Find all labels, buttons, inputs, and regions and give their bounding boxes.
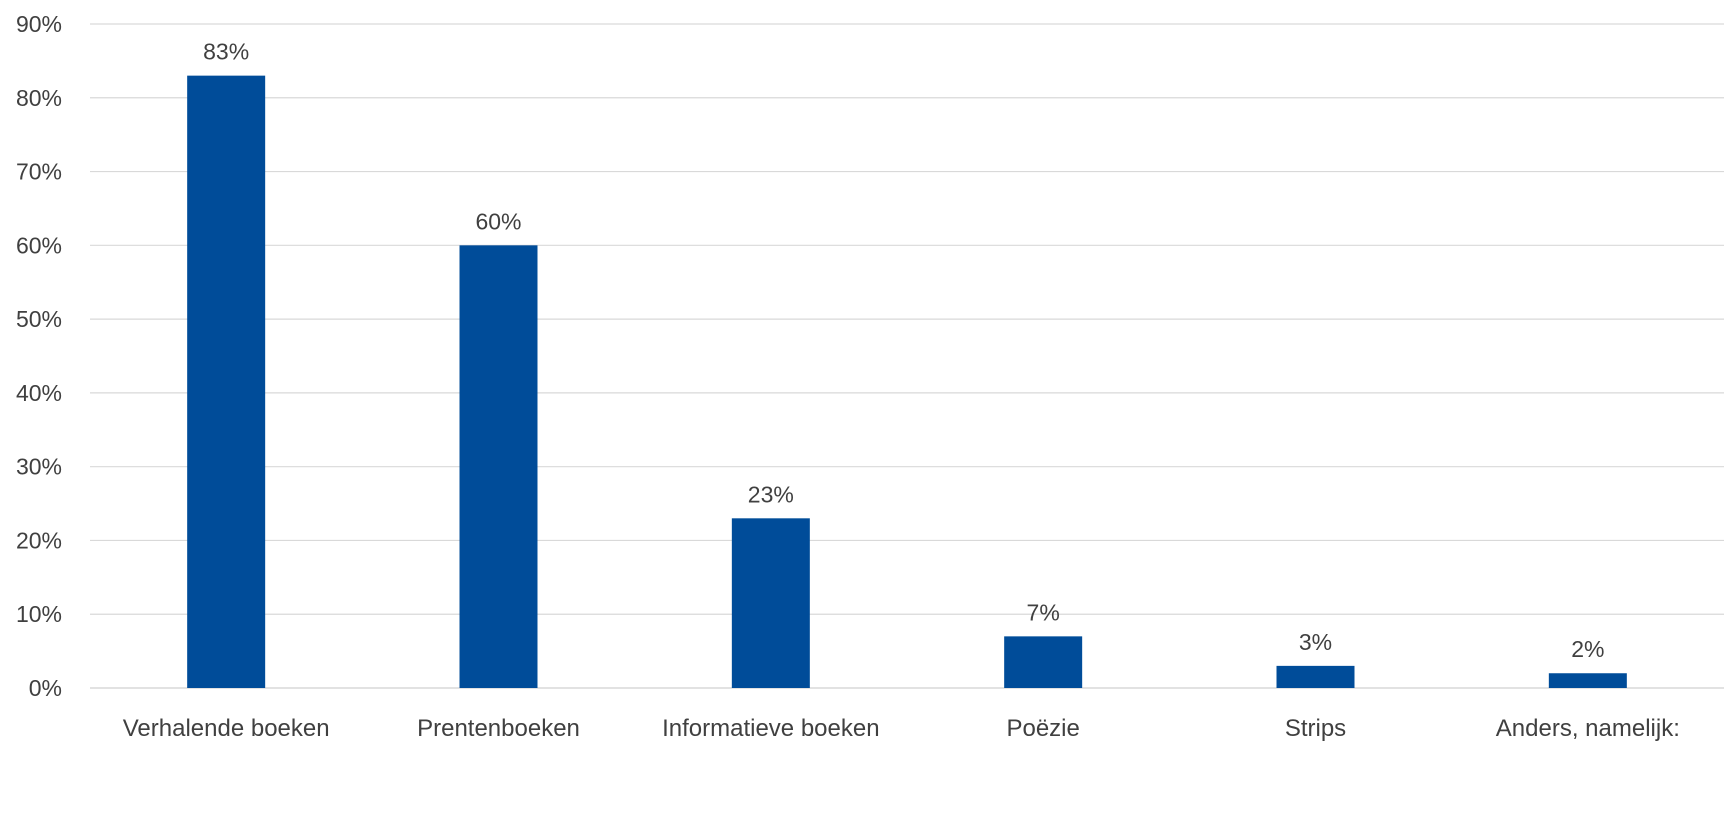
x-category-label: Prentenboeken — [417, 715, 580, 742]
y-tick-label: 10% — [16, 601, 62, 627]
x-axis-category-labels: Verhalende boeken Prentenboeken Informatie… — [123, 715, 1680, 742]
bar — [187, 75, 266, 688]
x-category-label: Anders, namelijk: — [1496, 715, 1680, 742]
bar — [731, 518, 810, 688]
bar — [1276, 665, 1355, 688]
bar — [1004, 636, 1083, 688]
y-tick-label: 30% — [16, 454, 62, 480]
bar — [459, 245, 538, 689]
y-tick-label: 0% — [29, 675, 62, 701]
data-label: 3% — [1299, 629, 1332, 655]
y-tick-label: 80% — [16, 85, 62, 111]
y-tick-label: 40% — [16, 380, 62, 406]
x-category-label: Verhalende boeken — [123, 715, 330, 742]
bar — [1548, 673, 1627, 688]
gridlines — [90, 23, 1724, 689]
y-tick-label: 50% — [16, 306, 62, 332]
data-labels: 83% 60% 23% 7% 3% 2% — [203, 39, 1604, 663]
x-category-label: Poëzie — [1006, 715, 1079, 742]
y-tick-label: 20% — [16, 527, 62, 553]
bars — [187, 75, 1627, 689]
x-category-label: Informatieve boeken — [662, 715, 879, 742]
y-axis-tick-labels: 0% 10% 20% 30% 40% 50% 60% 70% 80% 90% — [16, 11, 62, 701]
data-label: 60% — [475, 208, 521, 234]
data-label: 83% — [203, 39, 249, 65]
y-tick-label: 90% — [16, 11, 62, 37]
data-label: 2% — [1571, 636, 1604, 662]
y-tick-label: 70% — [16, 159, 62, 185]
data-label: 23% — [748, 481, 794, 507]
y-tick-label: 60% — [16, 232, 62, 258]
data-label: 7% — [1027, 599, 1060, 625]
x-category-label: Strips — [1285, 715, 1346, 742]
